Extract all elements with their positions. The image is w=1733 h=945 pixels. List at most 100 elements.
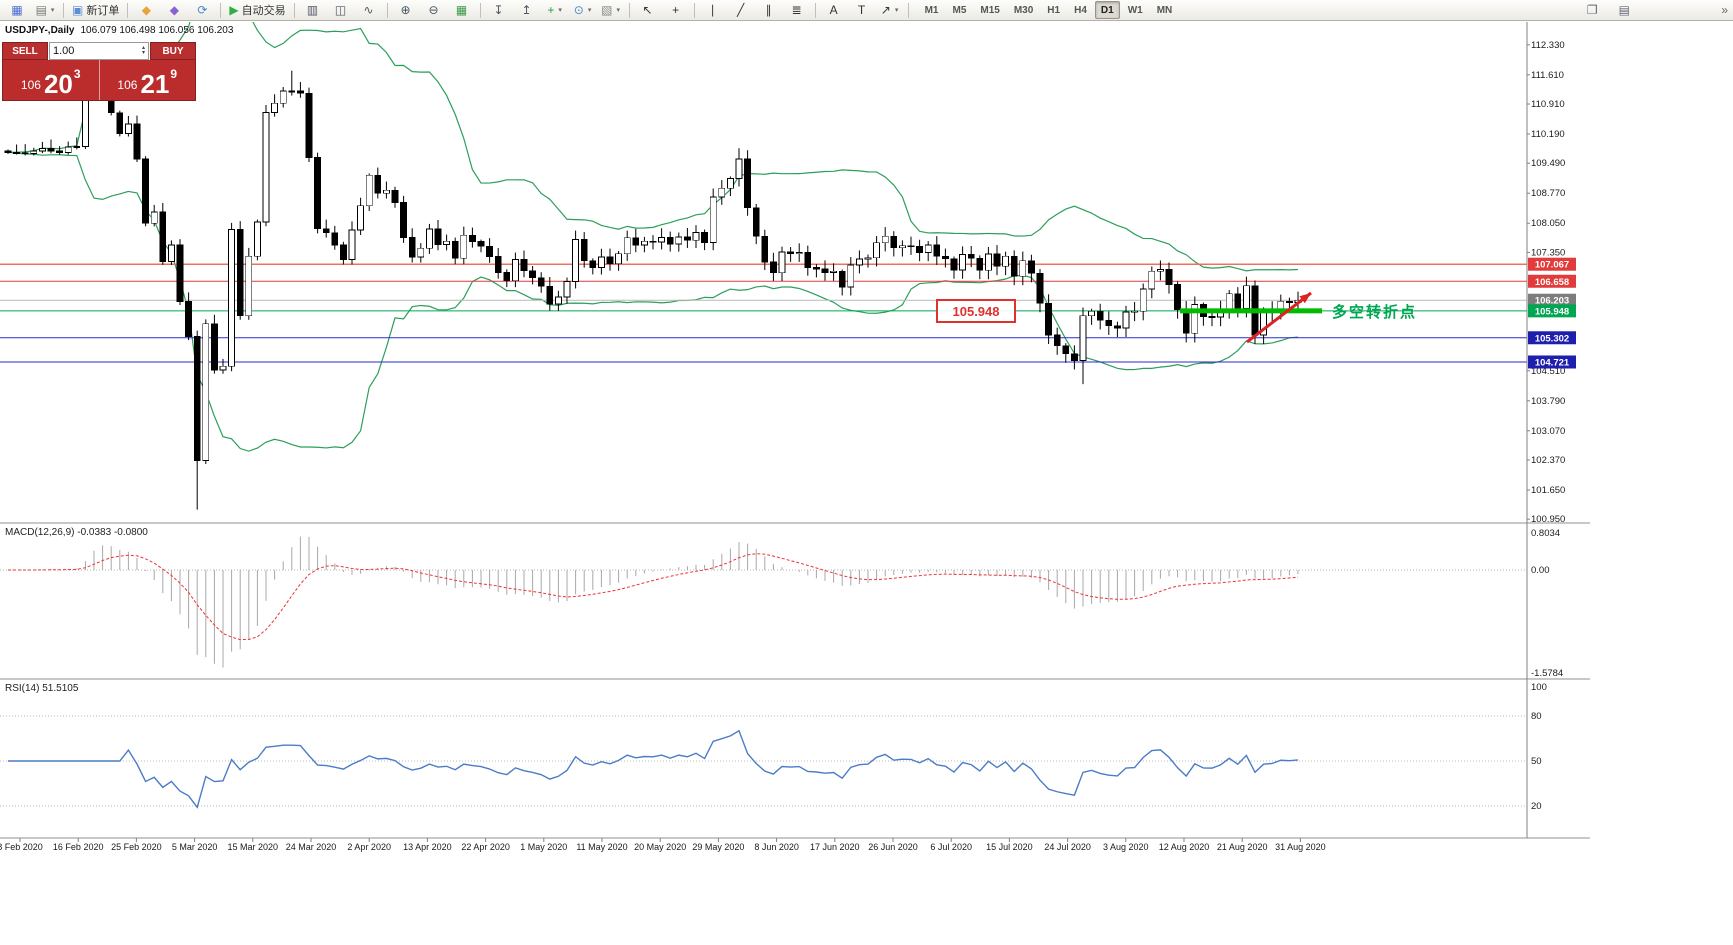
cursor-icon[interactable]: ↖	[634, 0, 662, 20]
svg-text:104.510: 104.510	[1531, 366, 1565, 377]
sell-price-display[interactable]: 106 20 3	[3, 60, 99, 100]
fibonacci-icon[interactable]: ≣	[783, 0, 811, 20]
grid-icon[interactable]: ▦	[448, 0, 476, 20]
svg-text:29 May 2020: 29 May 2020	[692, 842, 744, 852]
zoom-out-icon[interactable]: ⊖	[420, 0, 448, 20]
trendline-icon: ╱	[736, 3, 745, 17]
tf-h1[interactable]: H1	[1047, 4, 1061, 16]
zoom-in-icon[interactable]: ⊕	[392, 0, 420, 20]
svg-text:105.302: 105.302	[1535, 333, 1569, 344]
new-chart-icon[interactable]: ▦	[3, 0, 31, 20]
new-order-button[interactable]: ▣ 新订单	[68, 0, 123, 20]
crosshair-icon[interactable]: +	[662, 0, 690, 20]
chevron-down-icon: ▾	[50, 7, 55, 14]
volume-stepper[interactable]: ▴ ▾	[141, 45, 145, 56]
bar-chart-type-icon[interactable]: ▥	[299, 0, 327, 20]
svg-text:0.00: 0.00	[1531, 565, 1550, 576]
support-highlight-line[interactable]	[1180, 308, 1322, 314]
refresh-icon[interactable]: ⟳	[188, 0, 216, 20]
add-indicator-icon: +	[547, 3, 555, 17]
svg-text:22 Apr 2020: 22 Apr 2020	[461, 842, 510, 852]
buy-button[interactable]: BUY	[150, 42, 196, 60]
tf-m15[interactable]: M15	[980, 4, 1000, 16]
sell-price-pips: 20	[43, 68, 73, 99]
trendline-icon[interactable]: ╱	[727, 0, 755, 20]
tf-d1[interactable]: D1	[1094, 1, 1120, 19]
tf-w1[interactable]: W1	[1127, 4, 1143, 16]
svg-text:101.650: 101.650	[1531, 485, 1565, 496]
svg-text:110.190: 110.190	[1531, 129, 1565, 140]
text-icon[interactable]: A	[820, 0, 848, 20]
svg-text:103.070: 103.070	[1531, 426, 1565, 437]
tf-m1[interactable]: M1	[924, 4, 939, 16]
toolbar-separator	[220, 2, 222, 18]
tf-mn[interactable]: MN	[1156, 4, 1173, 16]
channel-icon[interactable]: ∥	[755, 0, 783, 20]
market-icon[interactable]: ◆	[160, 0, 188, 20]
label-icon[interactable]: T	[848, 0, 876, 20]
crosshair-icon: +	[672, 3, 680, 17]
sell-button[interactable]: SELL	[2, 42, 48, 60]
trend-arrow[interactable]	[1246, 291, 1312, 344]
svg-text:80: 80	[1531, 711, 1542, 722]
svg-text:20: 20	[1531, 801, 1542, 812]
toolbar-separator	[386, 2, 388, 18]
grid-icon: ▦	[455, 3, 468, 17]
toolbar-overflow-icon[interactable]: »	[1721, 3, 1728, 17]
rsi-panel	[0, 715, 1527, 809]
svg-text:100: 100	[1531, 682, 1547, 693]
new-order-button: ▣	[72, 3, 84, 17]
time-axis[interactable]: 8 Feb 2020 16 Feb 2020 25 Feb 2020 5 Mar 20…	[0, 838, 1326, 852]
data-window-icon[interactable]: ↥	[513, 0, 541, 20]
autotrading-button: ▶	[229, 3, 239, 17]
svg-text:12 Aug 2020: 12 Aug 2020	[1159, 842, 1210, 852]
svg-text:110.910: 110.910	[1531, 99, 1565, 110]
svg-text:107.067: 107.067	[1535, 260, 1569, 271]
svg-text:1 May 2020: 1 May 2020	[520, 842, 567, 852]
window-icon[interactable]: ▤	[1610, 0, 1638, 20]
candlestick-type-icon[interactable]: ◫	[327, 0, 355, 20]
macd-signal-line	[7, 553, 1299, 641]
svg-text:16 Feb 2020: 16 Feb 2020	[53, 842, 104, 852]
label-icon: T	[857, 3, 866, 17]
print-icon[interactable]: ❐	[1578, 0, 1606, 20]
chart-profiles-icon[interactable]: ▤ ▾	[31, 0, 59, 20]
tf-m5[interactable]: M5	[952, 4, 967, 16]
community-icon[interactable]: ◆	[132, 0, 160, 20]
trend-arrow-head	[1299, 293, 1311, 304]
svg-text:24 Jul 2020: 24 Jul 2020	[1044, 842, 1091, 852]
buy-price-display[interactable]: 106 21 9	[98, 60, 196, 100]
buy-price-point: 9	[170, 67, 178, 81]
toolbar-separator	[907, 2, 909, 18]
volume-input[interactable]: 1.00 ▴ ▾	[49, 42, 149, 60]
add-indicator-icon[interactable]: + ▾	[541, 0, 569, 20]
svg-text:17 Jun 2020: 17 Jun 2020	[810, 842, 860, 852]
shapes-icon[interactable]: ↗ ▾	[876, 0, 904, 20]
sell-price-figure: 106	[20, 78, 41, 92]
channel-icon: ∥	[765, 3, 772, 17]
price-axis[interactable]: 112.330 111.610 110.910 110.190 109.490 108.7…	[1527, 40, 1576, 812]
main-toolbar: ▦ ▤ ▾ ▣ 新订单 ◆ ◆ ⟳ ▶ 自动交易 ▥ ◫ ∿ ⊕ ⊖ ▦ ↧ ↥ + ▾ ⊙ ▾ ▧ ▾ ↖ + ∣ ╱ ∥ ≣ A T ↗ ▾ M…	[0, 0, 1733, 21]
autotrading-button[interactable]: ▶ 自动交易	[225, 0, 289, 20]
vertical-line-icon: ∣	[709, 3, 716, 17]
shapes-icon: ↗	[880, 3, 891, 17]
svg-text:13 Apr 2020: 13 Apr 2020	[403, 842, 452, 852]
tf-m30[interactable]: M30	[1013, 4, 1034, 16]
svg-text:100.950: 100.950	[1531, 514, 1565, 525]
price-badge	[1528, 293, 1576, 307]
cycles-icon[interactable]: ⊙ ▾	[569, 0, 597, 20]
price-badge	[1528, 274, 1576, 288]
bollinger-lower-band	[7, 151, 1299, 452]
svg-text:3 Aug 2020: 3 Aug 2020	[1103, 842, 1149, 852]
svg-text:104.721: 104.721	[1535, 357, 1570, 368]
toolbar-separator	[293, 2, 295, 18]
templates-icon[interactable]: ▧ ▾	[597, 0, 625, 20]
macd-indicator-label: MACD(12,26,9) -0.0383 -0.0800	[5, 527, 148, 538]
line-chart-type-icon[interactable]: ∿	[355, 0, 383, 20]
vertical-line-icon[interactable]: ∣	[699, 0, 727, 20]
tf-h4[interactable]: H4	[1074, 4, 1087, 16]
indicator-list-icon[interactable]: ↧	[485, 0, 513, 20]
candlestick-type-icon: ◫	[334, 3, 347, 17]
